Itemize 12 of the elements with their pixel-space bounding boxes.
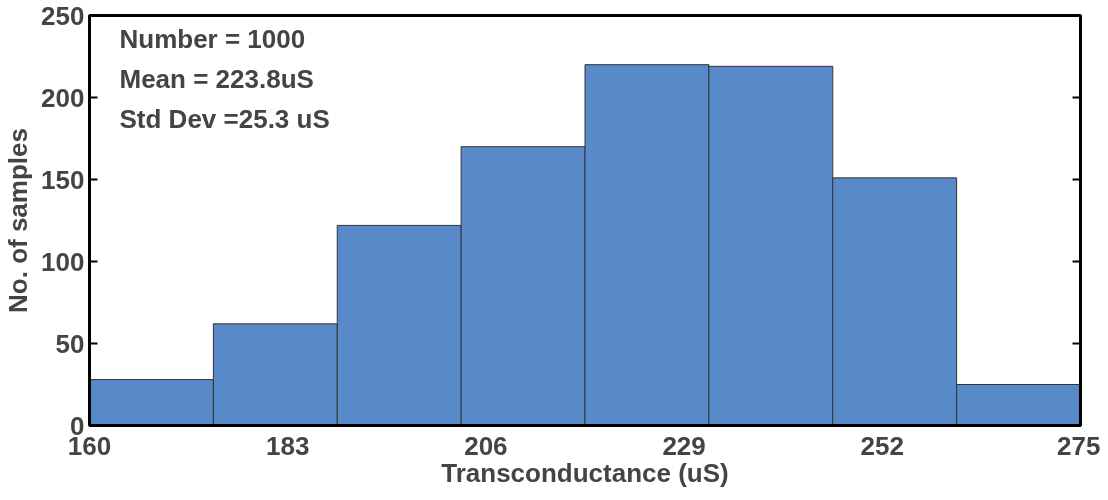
annotation: Mean = 223.8uS — [119, 63, 314, 94]
annotation: Number = 1000 — [119, 23, 306, 54]
x-tick-label: 252 — [860, 430, 904, 461]
x-tick-label: 275 — [1057, 430, 1101, 461]
y-axis-title: No. of samples — [3, 128, 34, 313]
y-tick-label: 150 — [41, 164, 85, 195]
y-tick-label: 200 — [41, 82, 85, 113]
x-tick-label: 183 — [266, 430, 310, 461]
y-tick-label: 100 — [41, 246, 85, 277]
y-tick-label: 50 — [55, 328, 85, 359]
y-tick-label: 250 — [41, 0, 85, 31]
annotation: Std Dev =25.3 uS — [119, 103, 330, 134]
